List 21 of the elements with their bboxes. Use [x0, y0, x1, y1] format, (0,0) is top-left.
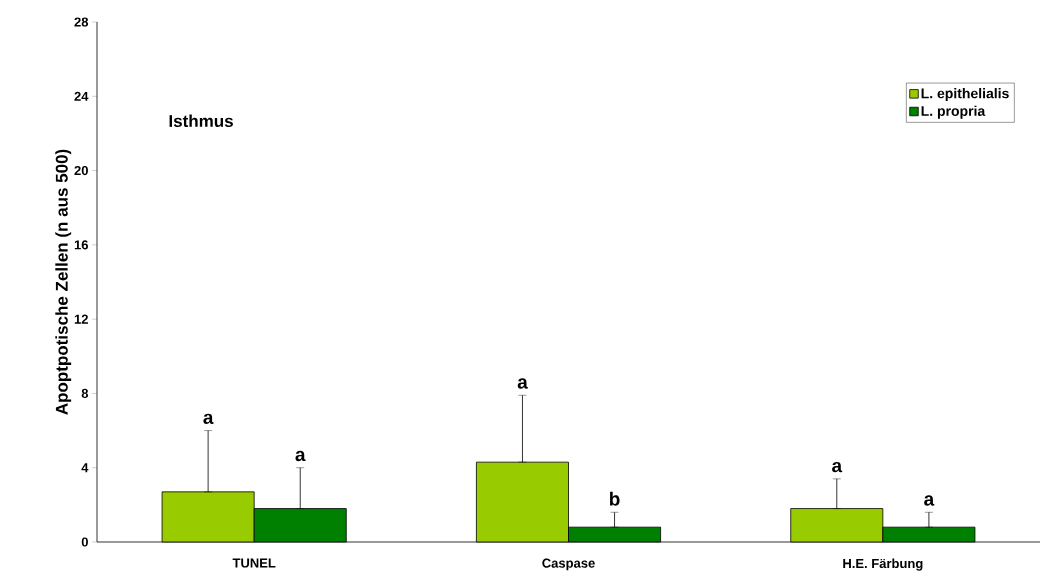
- y-tick-label: 16: [74, 240, 88, 250]
- y-tick-label: 8: [81, 388, 89, 399]
- y-tick-label: 28: [74, 17, 89, 27]
- annotation: a: [517, 378, 528, 389]
- annotation: Isthmus: [169, 114, 233, 128]
- annotation: a: [203, 413, 214, 425]
- annotation: a: [924, 495, 935, 506]
- legend-label: L. propria: [921, 105, 986, 119]
- legend-label: L. epithelialis: [921, 88, 1009, 102]
- annotation: a: [295, 450, 306, 462]
- x-tick-label: TUNEL: [232, 558, 276, 568]
- y-tick-label: 12: [74, 314, 88, 324]
- y-tick-label: 24: [74, 91, 89, 101]
- y-axis-title: Apoptpotische Zellen (n aus 500): [55, 149, 72, 415]
- annotation: b: [610, 491, 620, 506]
- annotation: a: [832, 461, 843, 473]
- x-tick-label: Caspase: [542, 558, 595, 571]
- y-tick-label: 0: [81, 537, 88, 547]
- y-tick-label: 20: [74, 165, 88, 176]
- y-tick-label: 4: [81, 463, 89, 473]
- x-tick-label: H.E. Färbung: [843, 558, 923, 571]
